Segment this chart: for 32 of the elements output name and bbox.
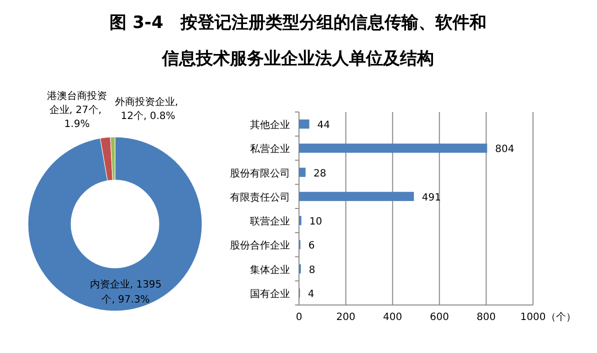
- bar: [299, 144, 488, 153]
- data-label: 10: [309, 216, 322, 228]
- x-tick-label: 400: [383, 312, 402, 323]
- data-label: 8: [308, 264, 316, 276]
- bar: [299, 168, 306, 177]
- x-tick-label: 600: [430, 312, 449, 323]
- y-tick-label: 股份有限公司: [230, 167, 290, 180]
- data-label: 804: [495, 144, 514, 156]
- text: 图 3-4 按登记注册类型分组的信息传输、软件和信息技术服务业企业法人单位及结构: [110, 13, 486, 69]
- y-tick-label: 私营企业: [250, 143, 290, 156]
- donut-slice: [28, 136, 202, 312]
- x-axis-title: （个）: [546, 311, 576, 323]
- y-tick-label: 国有企业: [250, 288, 290, 300]
- bar: [299, 119, 310, 129]
- x-tick-label: 0: [296, 312, 302, 323]
- slice-label: 外商投资企业, 12个, 0.8%: [114, 96, 182, 122]
- bar: [299, 192, 414, 202]
- data-label: 28: [314, 168, 326, 180]
- data-label: 6: [308, 240, 315, 252]
- y-tick-label: 集体企业: [250, 264, 290, 276]
- data-label: 491: [422, 192, 441, 204]
- slice-label: 内资企业, 1395个, 97.3%: [90, 278, 162, 306]
- x-tick-label: 800: [476, 312, 496, 323]
- x-tick-label: 1000: [520, 312, 546, 323]
- y-tick-label: 股份合作企业: [230, 240, 290, 252]
- slice-label: 港澳台商投资企业, 27个, 1.9%: [47, 90, 107, 130]
- y-tick-label: 其他企业: [250, 119, 290, 132]
- y-tick-label: 有限责任公司: [230, 191, 290, 204]
- x-tick-label: 200: [336, 312, 356, 323]
- y-tick-label: 联营企业: [250, 216, 290, 228]
- data-label: 4: [308, 288, 314, 300]
- data-label: 44: [317, 120, 330, 132]
